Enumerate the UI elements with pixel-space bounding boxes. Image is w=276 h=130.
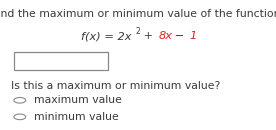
Circle shape	[14, 114, 26, 120]
Text: 1: 1	[189, 31, 197, 41]
Text: +: +	[140, 31, 157, 41]
Text: 8x: 8x	[158, 31, 172, 41]
Text: −: −	[171, 31, 187, 41]
Text: Find the maximum or minimum value of the function.: Find the maximum or minimum value of the…	[0, 9, 276, 19]
Text: maximum value: maximum value	[34, 95, 122, 105]
Text: minimum value: minimum value	[34, 112, 119, 122]
Circle shape	[14, 98, 26, 103]
Text: f(x) = 2x: f(x) = 2x	[81, 31, 131, 41]
Text: Is this a maximum or minimum value?: Is this a maximum or minimum value?	[11, 81, 220, 91]
FancyBboxPatch shape	[14, 52, 108, 70]
Text: 2: 2	[136, 27, 141, 36]
